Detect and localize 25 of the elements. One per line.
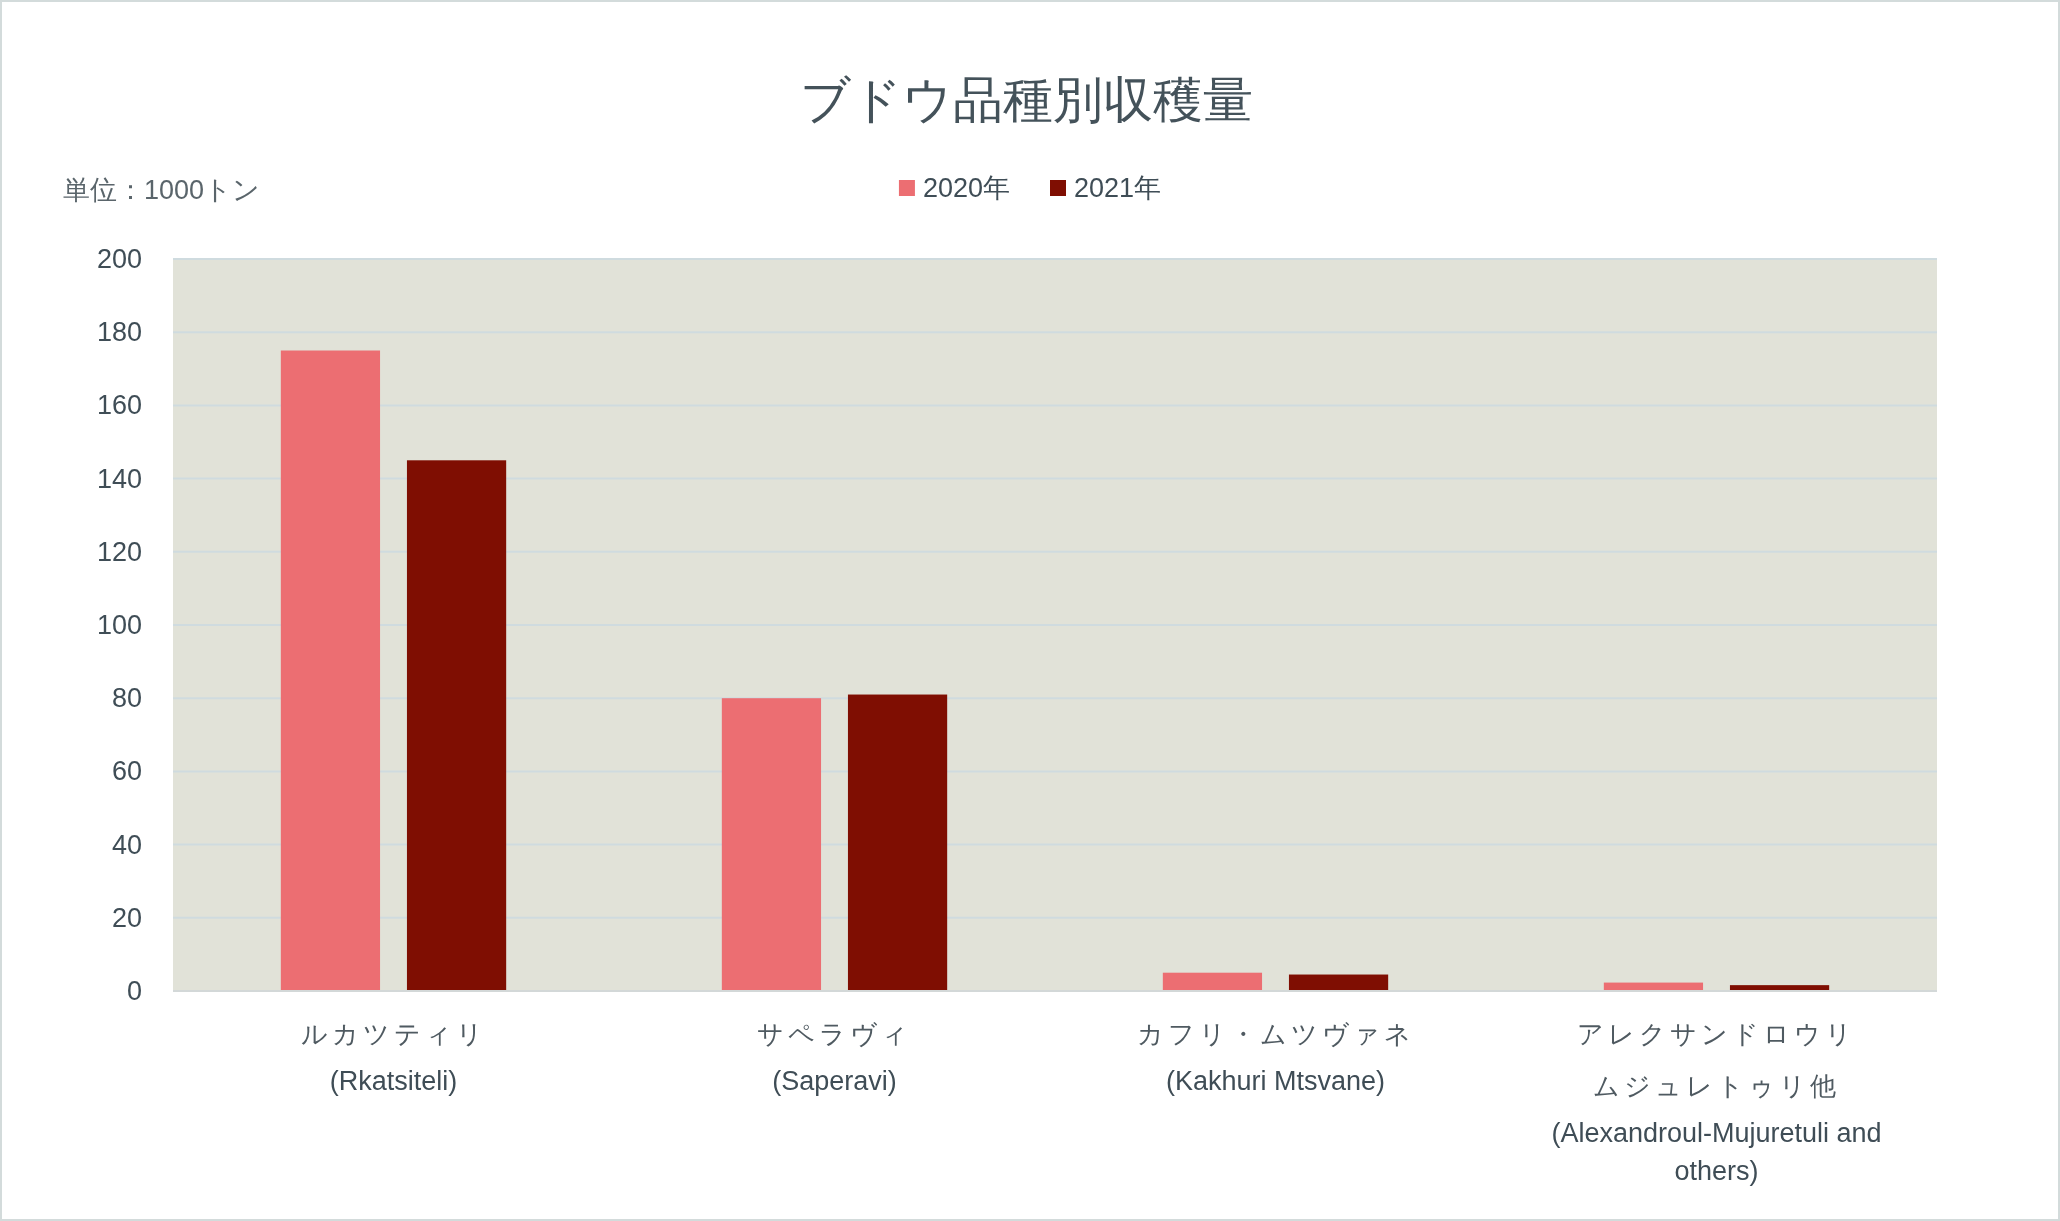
y-tick-label: 160 bbox=[96, 390, 142, 421]
y-tick-label: 120 bbox=[96, 536, 142, 567]
y-tick-label: 0 bbox=[126, 976, 142, 1006]
y-tick-label: 200 bbox=[96, 244, 142, 274]
chart-title: ブドウ品種別収穫量 bbox=[799, 72, 1253, 128]
y-tick-label: 80 bbox=[111, 683, 142, 714]
bar bbox=[1288, 974, 1389, 991]
y-tick-label: 40 bbox=[111, 829, 142, 860]
legend-label: 2021年 bbox=[1074, 173, 1162, 203]
x-tick-label: サペラヴィ (Saperavi) bbox=[757, 1019, 912, 1096]
y-axis-title: 単位：1000トン bbox=[63, 175, 261, 205]
y-tick-label: 100 bbox=[96, 610, 142, 640]
legend-label: 2020年 bbox=[922, 173, 1010, 203]
y-tick-label: 140 bbox=[96, 463, 142, 494]
y-tick-label: 180 bbox=[96, 317, 142, 348]
x-tick-label: アレクサンドロウリムジュレトゥリ他 (Alexandroul-Mujuretuli and others) bbox=[1551, 1019, 1882, 1186]
bar bbox=[280, 350, 381, 991]
bar bbox=[1162, 972, 1263, 991]
bar bbox=[721, 698, 822, 991]
bar bbox=[406, 460, 507, 991]
x-tick-label: カフリ・ムツヴァネ (Kakhuri Mtsvane) bbox=[1136, 1019, 1415, 1096]
y-tick-label: 20 bbox=[111, 902, 142, 933]
x-tick-label: ルカツティリ (Rkatsiteli) bbox=[300, 1019, 487, 1096]
bar bbox=[847, 694, 948, 991]
y-tick-label: 60 bbox=[111, 756, 142, 787]
